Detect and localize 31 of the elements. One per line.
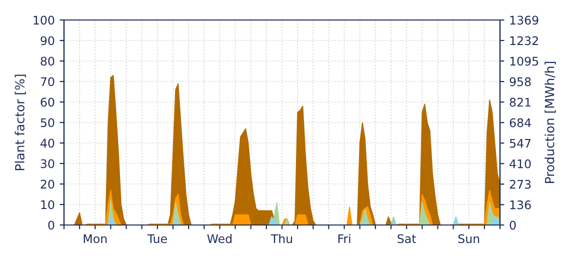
- y2-tick-label: 136: [510, 200, 531, 210]
- y-tick-label: 10: [41, 200, 54, 210]
- y2-tick-label: 958: [510, 77, 531, 86]
- x-tick-label: Wed: [207, 234, 232, 244]
- y2-tick-label: 684: [510, 118, 531, 128]
- y-tick-label: 80: [40, 56, 54, 66]
- y-tick-label: 20: [40, 180, 54, 189]
- x-tick-label: Thu: [270, 234, 292, 244]
- y2-tick-label: 821: [510, 98, 530, 107]
- y2-tick-label: 273: [510, 180, 531, 189]
- y2-tick-label: 1369: [510, 16, 538, 25]
- x-tick-label: Tue: [147, 234, 167, 244]
- x-tick-label: Sun: [458, 234, 480, 244]
- y2-tick-label: 1232: [510, 36, 538, 46]
- y2-tick-label: 1095: [510, 56, 538, 66]
- x-tick-label: Mon: [84, 234, 107, 244]
- y-tick-label: 90: [40, 36, 54, 46]
- y2-tick-label: 410: [510, 159, 531, 168]
- y-tick-label: 100: [34, 16, 54, 25]
- y-tick-label: 30: [40, 159, 54, 168]
- y2-axis-title: Production [MWh/h]: [544, 62, 556, 183]
- y-tick-label: 50: [40, 118, 54, 128]
- x-tick-label: Fri: [338, 234, 350, 243]
- y-tick-label: 60: [40, 98, 54, 107]
- y-tick-label: 70: [40, 77, 54, 86]
- y2-tick-label: 547: [510, 138, 531, 148]
- y-tick-label: 0: [48, 220, 54, 230]
- y2-tick-label: 0: [510, 220, 516, 230]
- y-tick-label: 40: [40, 138, 54, 148]
- x-tick-label: Sat: [398, 234, 416, 244]
- y-axis-title: Plant factor [%]: [14, 74, 26, 170]
